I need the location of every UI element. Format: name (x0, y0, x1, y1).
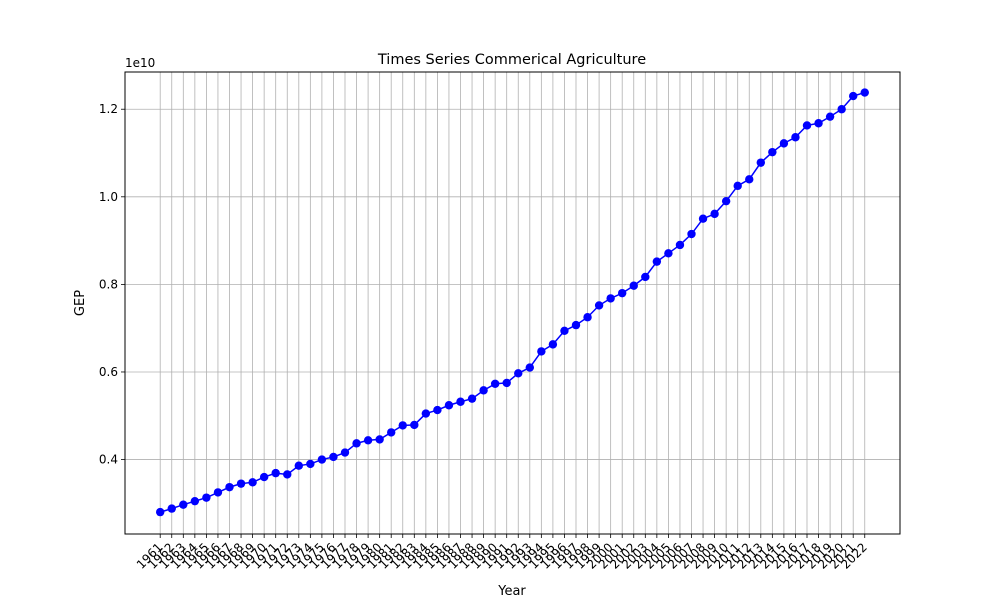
data-point (698, 214, 708, 223)
data-point (814, 119, 823, 128)
y-ticks: 0.4 0.6 0.8 1.0 1.2 (99, 102, 125, 467)
y-offset-label: 1e10 (125, 56, 155, 70)
data-point (421, 409, 431, 418)
data-point (294, 461, 303, 470)
data-point (179, 500, 188, 509)
data-point (768, 147, 777, 157)
data-point (629, 281, 638, 290)
data-point (733, 181, 742, 191)
data-point (537, 347, 546, 356)
data-point (225, 482, 234, 492)
data-point (860, 88, 869, 97)
grid-lines (125, 72, 900, 534)
data-point (745, 175, 754, 184)
data-point (156, 507, 165, 517)
data-point (363, 436, 373, 445)
data-point (756, 158, 765, 167)
plot-frame (124, 71, 901, 535)
data-point (410, 420, 419, 430)
data-point (236, 479, 246, 488)
data-point (791, 133, 800, 142)
data-point (687, 229, 696, 239)
data-point (398, 421, 407, 430)
data-point (710, 209, 719, 219)
data-point (779, 139, 789, 148)
data-point (456, 397, 465, 406)
data-point (525, 363, 534, 372)
data-point (606, 294, 615, 303)
data-point (283, 470, 292, 479)
y-tick-label: 0.4 (99, 453, 118, 467)
data-point (467, 394, 477, 403)
data-point (190, 496, 200, 506)
data-point (548, 340, 558, 349)
data-point (340, 448, 350, 457)
data-point (825, 112, 835, 121)
y-tick-label: 1.0 (99, 190, 118, 204)
data-point (167, 504, 176, 513)
data-point (618, 288, 627, 298)
y-axis-label: GEP (73, 290, 88, 316)
data-point (259, 472, 269, 482)
data-point (444, 401, 454, 410)
data-point (652, 257, 662, 266)
data-point (502, 378, 511, 388)
data-point (490, 379, 500, 388)
y-tick-label: 0.6 (99, 365, 118, 379)
data-point (514, 369, 523, 378)
data-point (675, 240, 685, 250)
data-point (664, 249, 673, 258)
y-tick-label: 1.2 (99, 102, 118, 116)
data-point (329, 452, 338, 462)
data-point (352, 439, 361, 448)
data-point (375, 435, 384, 444)
data-point (837, 105, 846, 114)
data-point (479, 386, 488, 395)
series-layer (156, 88, 869, 517)
data-point (213, 488, 223, 497)
chart-title: Times Series Commerical Agriculture (377, 52, 646, 68)
x-axis-label: Year (497, 584, 526, 599)
data-point (433, 405, 442, 415)
data-point (594, 301, 604, 310)
data-point (387, 428, 396, 437)
data-point (202, 493, 211, 502)
data-point (248, 478, 257, 487)
data-point (641, 272, 650, 282)
data-point (306, 459, 315, 469)
data-point (317, 455, 327, 464)
data-point (802, 121, 812, 130)
data-point (571, 320, 581, 330)
data-point (721, 196, 731, 206)
data-point (271, 468, 280, 478)
data-point (583, 313, 592, 322)
y-tick-label: 0.8 (99, 277, 118, 291)
x-ticks: 1961196219631964196519661967196819691970… (134, 534, 870, 572)
data-point (560, 326, 569, 336)
data-point (849, 91, 858, 101)
